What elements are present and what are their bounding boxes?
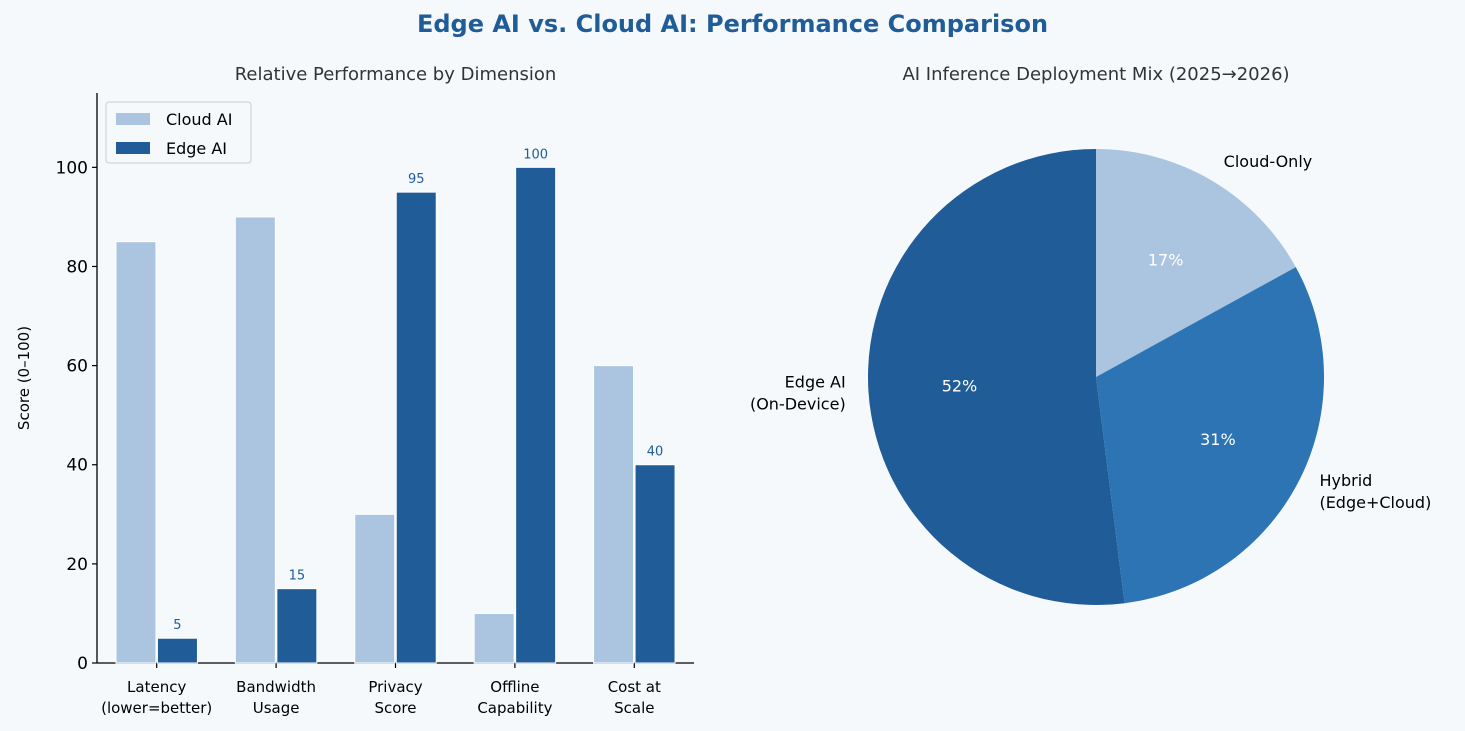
pie-slice xyxy=(867,149,1125,605)
x-tick-label: Latency (lower=better) xyxy=(101,678,212,717)
legend-swatch xyxy=(116,113,150,125)
x-tick-label: Privacy Score xyxy=(368,678,422,717)
pie-slice-label: Cloud-Only xyxy=(1224,152,1313,171)
bar-cloud-ai xyxy=(473,612,515,664)
pie-percent-label: 17% xyxy=(1148,250,1184,269)
y-tick-label: 0 xyxy=(77,654,88,674)
data-label: 5 xyxy=(173,618,181,633)
bar-cloud-ai xyxy=(593,365,635,664)
legend-label: Cloud AI xyxy=(166,110,232,129)
y-axis-label: Score (0–100) xyxy=(15,326,33,430)
x-tick-label: Cost at Scale xyxy=(608,678,661,717)
bar-cloud-ai xyxy=(354,513,396,664)
bar-edge-ai xyxy=(634,464,676,664)
bar-cloud-ai xyxy=(234,216,276,664)
legend-label: Edge AI xyxy=(166,139,227,158)
figure-title: Edge AI vs. Cloud AI: Performance Compar… xyxy=(416,10,1049,38)
data-label: 95 xyxy=(408,172,425,187)
legend-swatch xyxy=(116,142,150,154)
x-tick-label: Offline Capability xyxy=(477,678,552,717)
pie-chart-title: AI Inference Deployment Mix (2025→2026) xyxy=(902,64,1289,85)
y-tick-label: 40 xyxy=(66,456,88,476)
pie-slice-label: Edge AI (On-Device) xyxy=(750,373,846,414)
bar-edge-ai xyxy=(276,588,318,664)
bar-edge-ai xyxy=(156,637,198,664)
bar-edge-ai xyxy=(515,166,557,664)
bar-cloud-ai xyxy=(115,241,157,664)
data-label: 100 xyxy=(523,147,548,162)
data-label: 40 xyxy=(647,445,664,460)
bar-edge-ai xyxy=(395,191,437,664)
y-tick-label: 60 xyxy=(66,357,88,377)
x-tick-label: Bandwidth Usage xyxy=(236,678,316,717)
bar-chart-title: Relative Performance by Dimension xyxy=(235,64,557,85)
y-tick-label: 100 xyxy=(56,158,88,178)
y-tick-label: 80 xyxy=(66,257,88,277)
bar-chart: Relative Performance by Dimension 0 20 40 60… xyxy=(15,64,694,717)
data-label: 15 xyxy=(289,569,306,584)
pie-percent-label: 52% xyxy=(942,377,978,396)
pie-percent-label: 31% xyxy=(1200,430,1236,449)
pie-chart: AI Inference Deployment Mix (2025→2026) 1… xyxy=(750,64,1431,605)
pie-slice-label: Hybrid (Edge+Cloud) xyxy=(1319,471,1431,512)
y-tick-label: 20 xyxy=(66,555,88,575)
pie-slice xyxy=(1096,149,1296,377)
pie-slice xyxy=(1096,267,1324,604)
